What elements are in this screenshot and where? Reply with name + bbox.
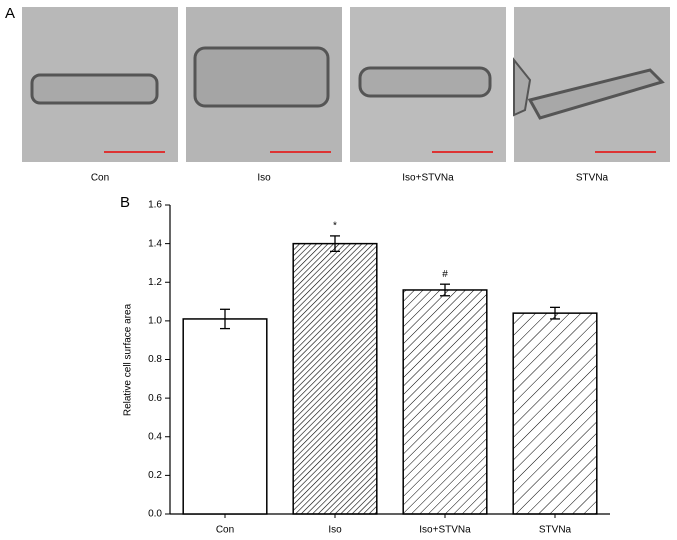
annotation: * bbox=[333, 221, 337, 232]
micrograph bbox=[186, 7, 342, 162]
micrograph bbox=[513, 7, 670, 162]
micrograph bbox=[22, 7, 178, 162]
bar bbox=[512, 312, 598, 515]
y-tick-label: 1.2 bbox=[148, 277, 162, 288]
x-tick-label: Con bbox=[216, 525, 234, 536]
x-tick-label: Iso+STVNa bbox=[419, 525, 471, 536]
caption: Iso+STVNa bbox=[402, 173, 454, 184]
y-tick-label: 0.8 bbox=[148, 354, 162, 365]
bar bbox=[182, 318, 268, 515]
micrograph bbox=[350, 7, 506, 162]
y-tick-label: 0.2 bbox=[148, 470, 162, 481]
y-tick-label: 0.4 bbox=[148, 431, 162, 442]
caption: Iso bbox=[257, 173, 271, 184]
y-tick-label: 0.6 bbox=[148, 393, 162, 404]
panel-label: B bbox=[120, 194, 130, 211]
x-tick-label: Iso bbox=[328, 525, 342, 536]
y-tick-label: 1.4 bbox=[148, 238, 162, 249]
caption: STVNa bbox=[576, 173, 609, 184]
y-tick-label: 1.6 bbox=[148, 200, 162, 211]
panel-label: A bbox=[5, 5, 15, 22]
bar bbox=[292, 242, 378, 515]
annotation: # bbox=[442, 269, 448, 280]
y-tick-label: 1.0 bbox=[148, 316, 162, 327]
y-axis-label: Relative cell surface area bbox=[123, 303, 134, 416]
bar bbox=[402, 289, 488, 515]
caption: Con bbox=[91, 173, 109, 184]
x-tick-label: STVNa bbox=[539, 525, 572, 536]
y-tick-label: 0.0 bbox=[148, 509, 162, 520]
